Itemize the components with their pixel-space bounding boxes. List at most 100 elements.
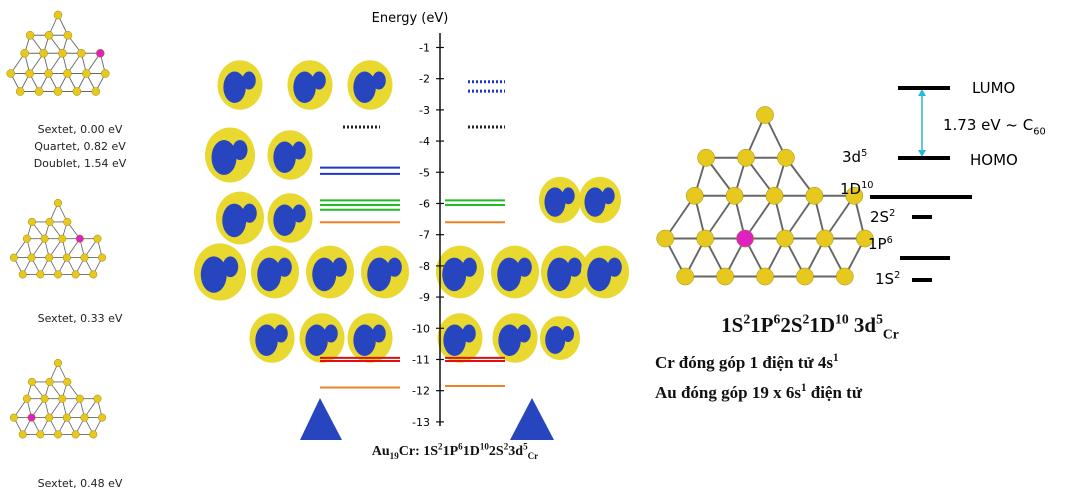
- supscript: 6: [887, 235, 893, 246]
- structure-caption: Quartet, 0.82 eV: [34, 140, 126, 153]
- orbital-lobe: [292, 142, 306, 160]
- atom: [54, 199, 62, 207]
- orbital-lobe: [353, 72, 376, 104]
- atom: [26, 69, 34, 77]
- orbital-lobe: [387, 258, 401, 277]
- atom: [28, 378, 36, 386]
- atom: [63, 378, 71, 386]
- atom: [737, 230, 754, 247]
- orbital-lobe: [517, 325, 531, 343]
- atom: [92, 87, 100, 95]
- tick-label: -11: [412, 353, 430, 366]
- atom: [94, 395, 102, 403]
- subscript: Cr: [883, 326, 899, 341]
- supscript: 5: [876, 312, 883, 327]
- atom: [10, 414, 18, 422]
- atom: [776, 230, 793, 247]
- atom: [23, 395, 31, 403]
- atom: [72, 431, 80, 439]
- tick-label: -10: [412, 322, 430, 335]
- text-part: 3d: [849, 313, 877, 337]
- axis-label: Energy (eV): [372, 11, 449, 26]
- orbital-lobe: [372, 72, 386, 90]
- orbital-lobe: [242, 72, 256, 90]
- atom: [19, 431, 27, 439]
- atom: [37, 431, 45, 439]
- atom: [40, 49, 48, 57]
- atom: [19, 271, 27, 279]
- atom: [54, 359, 62, 367]
- orbital-lobe: [274, 325, 288, 343]
- orbital-lobe: [222, 204, 246, 238]
- orbital-lobe: [223, 256, 239, 277]
- atom: [94, 235, 102, 243]
- atom: [766, 187, 783, 204]
- atom: [77, 49, 85, 57]
- atom: [698, 149, 715, 166]
- atom: [76, 395, 84, 403]
- atom: [45, 31, 53, 39]
- text-part: 2S: [870, 208, 889, 226]
- tick-label: -12: [412, 385, 430, 398]
- atom: [81, 254, 89, 262]
- text-part: 1P: [868, 235, 887, 253]
- text-part: 1D: [840, 180, 861, 198]
- tick-label: -8: [419, 260, 430, 273]
- orbital-lobe: [273, 205, 296, 237]
- orbital-lobe: [257, 258, 281, 292]
- orbital-lobe: [544, 187, 565, 216]
- tick-label: -13: [412, 416, 430, 429]
- orbital-lobe: [567, 258, 581, 277]
- text-part: 1S: [721, 313, 743, 337]
- orbital-lobe: [497, 258, 521, 292]
- tick-label: -6: [419, 197, 430, 210]
- atom: [28, 254, 36, 262]
- text-part: 3d: [842, 148, 861, 166]
- orbital-lobe: [372, 325, 386, 343]
- atom: [54, 11, 62, 19]
- orbital-lobe: [442, 258, 466, 292]
- atom: [45, 69, 53, 77]
- atom: [756, 106, 773, 123]
- atom: [28, 414, 36, 422]
- orbital-lobe: [607, 258, 621, 277]
- figure: Energy (eV) LUMO HOMO Sextet, 0.00 eVQua…: [0, 0, 1066, 494]
- orbital-lobe: [212, 140, 237, 175]
- orbital-lobe: [324, 325, 338, 343]
- text-part: 1.73 eV ~ C: [943, 116, 1033, 134]
- tick-label: -7: [419, 229, 430, 242]
- atom: [54, 431, 62, 439]
- orbital-lobe: [312, 258, 336, 292]
- atom: [54, 271, 62, 279]
- text-part: Cr đóng góp 1 điện tử 4s: [655, 353, 833, 372]
- orbital-lobe: [277, 258, 291, 277]
- atom: [41, 235, 49, 243]
- text-part: điện tử: [807, 383, 863, 402]
- orbital-lobe: [305, 325, 328, 357]
- atom: [816, 230, 833, 247]
- orbital-lobe: [367, 258, 391, 292]
- orbital-lobe: [201, 256, 227, 292]
- atom: [58, 235, 66, 243]
- structure-caption: Sextet, 0.00 eV: [38, 123, 123, 136]
- structure-caption: Sextet, 0.33 eV: [38, 312, 123, 325]
- orbital-lobe: [562, 326, 574, 342]
- atom: [90, 271, 98, 279]
- supscript: 2: [889, 208, 895, 219]
- orbital-lobe: [273, 142, 296, 174]
- orbital-lobe: [332, 258, 346, 277]
- tick-label: -2: [419, 73, 430, 86]
- text-part: 1D: [809, 313, 835, 337]
- atom: [35, 87, 43, 95]
- atom: [45, 254, 53, 262]
- text-part: 1P: [443, 444, 459, 459]
- atom: [697, 230, 714, 247]
- tick-label: -5: [419, 166, 430, 179]
- orbital-lobe: [462, 258, 476, 277]
- atom: [10, 254, 18, 262]
- tick-label: -9: [419, 291, 430, 304]
- atom: [677, 268, 694, 285]
- atom: [72, 271, 80, 279]
- orbital-lobe: [312, 72, 326, 90]
- orbital-lobe: [545, 326, 565, 354]
